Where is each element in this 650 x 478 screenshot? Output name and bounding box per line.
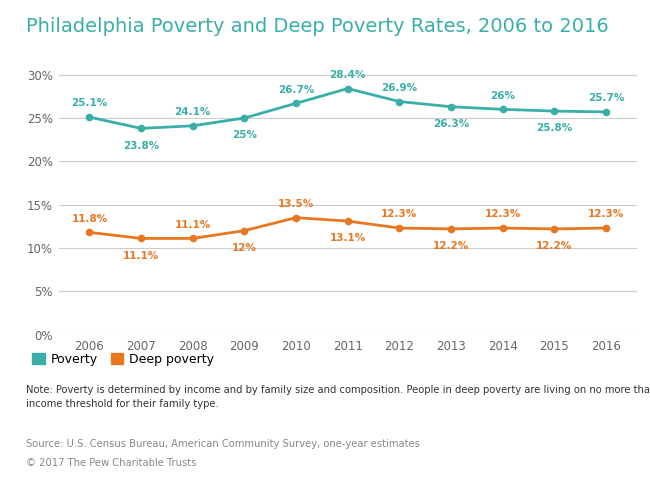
Text: 23.8%: 23.8%	[123, 141, 159, 151]
Text: Philadelphia Poverty and Deep Poverty Rates, 2006 to 2016: Philadelphia Poverty and Deep Poverty Ra…	[26, 17, 609, 36]
Text: 11.1%: 11.1%	[175, 220, 211, 230]
Text: 12.2%: 12.2%	[433, 241, 469, 251]
Text: 25%: 25%	[232, 130, 257, 140]
Text: Note: Poverty is determined by income and by family size and composition. People: Note: Poverty is determined by income an…	[26, 385, 650, 409]
Text: 12.3%: 12.3%	[382, 209, 417, 219]
Text: 25.8%: 25.8%	[536, 123, 573, 133]
Text: 12%: 12%	[232, 243, 257, 253]
Text: 26.7%: 26.7%	[278, 85, 315, 95]
Text: 12.2%: 12.2%	[536, 241, 573, 251]
Text: 26.3%: 26.3%	[433, 119, 469, 129]
Legend: Poverty, Deep poverty: Poverty, Deep poverty	[32, 353, 215, 366]
Text: 24.1%: 24.1%	[175, 107, 211, 117]
Text: 12.3%: 12.3%	[588, 209, 624, 219]
Text: 25.7%: 25.7%	[588, 93, 624, 103]
Text: 11.1%: 11.1%	[123, 250, 159, 261]
Text: 26.9%: 26.9%	[382, 83, 417, 93]
Text: 25.1%: 25.1%	[72, 98, 108, 109]
Text: 13.1%: 13.1%	[330, 233, 366, 243]
Text: 11.8%: 11.8%	[72, 214, 108, 224]
Text: 28.4%: 28.4%	[330, 70, 366, 80]
Text: 12.3%: 12.3%	[485, 209, 521, 219]
Text: © 2017 The Pew Charitable Trusts: © 2017 The Pew Charitable Trusts	[26, 458, 196, 468]
Text: 26%: 26%	[490, 91, 515, 101]
Text: 13.5%: 13.5%	[278, 199, 314, 209]
Text: Source: U.S. Census Bureau, American Community Survey, one-year estimates: Source: U.S. Census Bureau, American Com…	[26, 439, 420, 449]
